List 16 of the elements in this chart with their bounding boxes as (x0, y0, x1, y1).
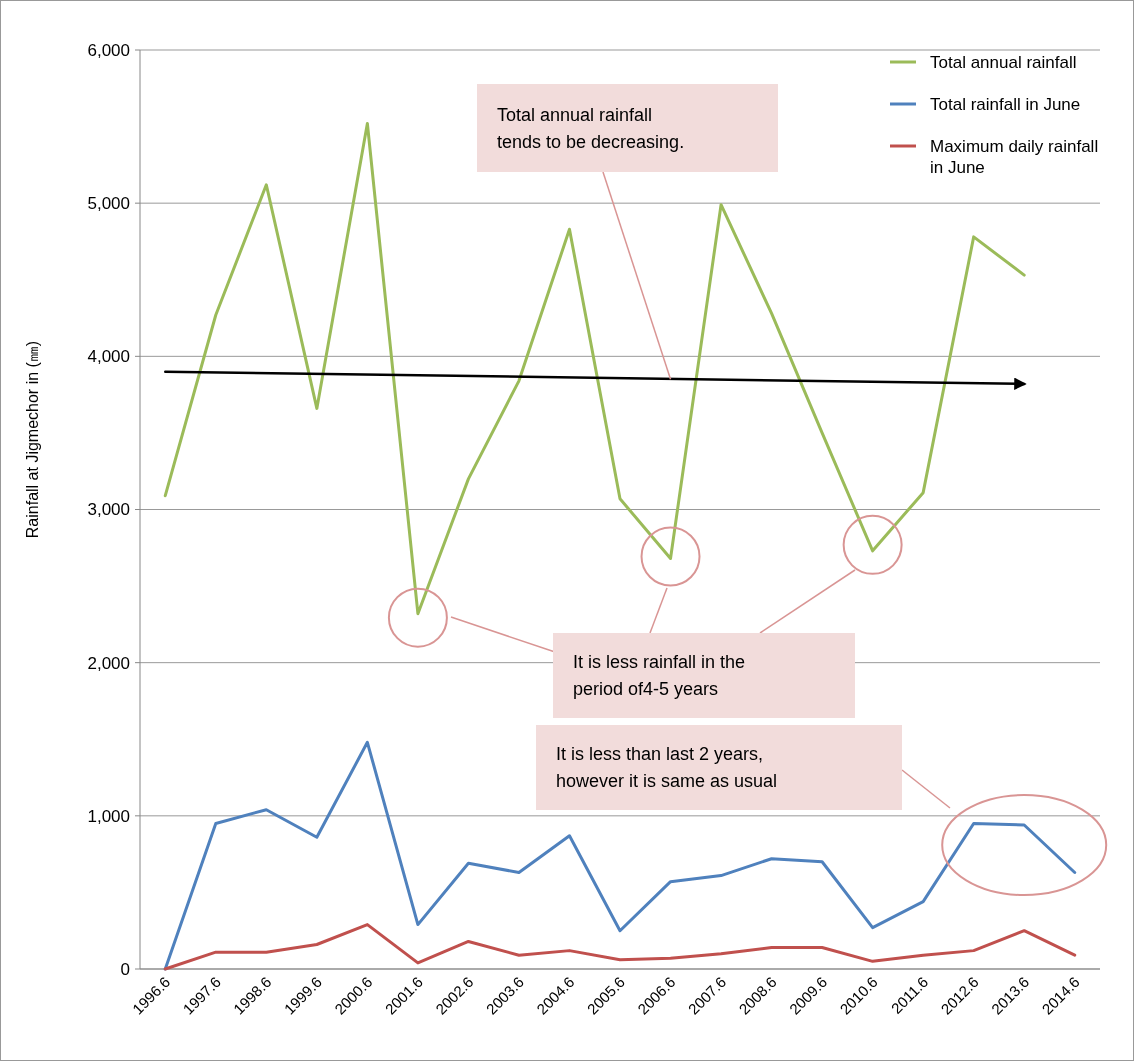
legend-label: Total annual rainfall (930, 52, 1077, 72)
annotation: Total annual rainfall tends to be decreasing. (497, 104, 685, 152)
legend-label: Maximum daily rainfall in June (930, 136, 1099, 177)
annotation: It is less than last 2 years, however it is same as usual (556, 744, 778, 792)
legend-label: Total rainfall in June (930, 94, 1081, 114)
y-tick-label: 5,000 (87, 194, 130, 214)
y-tick-label: 3,000 (87, 500, 130, 520)
y-tick-label: 4,000 (87, 347, 130, 367)
y-tick-label: 6,000 (87, 40, 130, 60)
y-axis-title: Rainfall at Jigmechor in (㎜) (24, 340, 41, 539)
y-tick-label: 2,000 (87, 653, 130, 673)
annotation: It is less rainfall in the period of4-5 years (573, 652, 746, 700)
line-series (163, 923, 1077, 971)
y-tick-label: 0 (120, 959, 130, 979)
line-series (163, 740, 1077, 971)
y-tick-label: 1,000 (87, 806, 130, 826)
